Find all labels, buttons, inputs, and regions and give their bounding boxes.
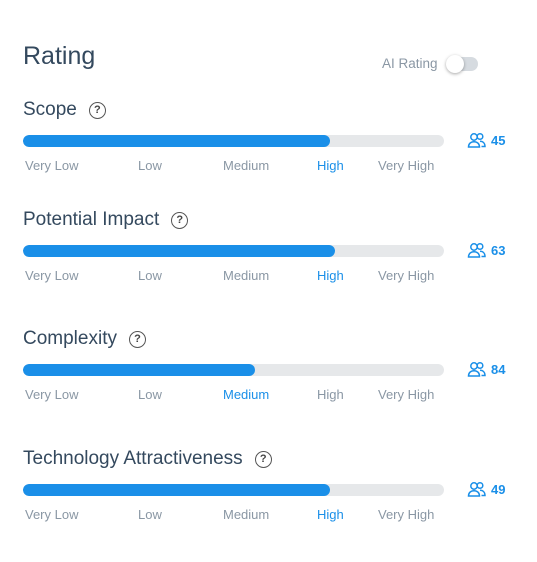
rating-bar-fill [23,364,255,376]
criterion-name: Scope [23,99,77,120]
scale-very-high[interactable]: Very High [378,268,435,283]
scale-very-low[interactable]: Very Low [25,268,79,283]
rating-bar-fill [23,484,331,496]
ai-rating-label: AI Rating [382,56,438,71]
criterion-scope: Scope ? 45 Very Low Low Medium High Very… [23,98,523,176]
criterion-name: Technology Attractiveness [23,448,243,469]
scale-low[interactable]: Low [138,268,162,283]
voter-count[interactable]: 49 [467,481,505,497]
voter-count-value: 84 [491,361,506,377]
toggle-knob [445,54,464,73]
rating-scale: Very Low Low Medium High Very High [23,387,523,405]
ai-rating-control: AI Rating [382,54,478,73]
scale-high[interactable]: High [317,507,344,522]
ai-rating-toggle[interactable] [445,54,478,73]
criterion-potential-impact: Potential Impact ? 63 Very Low Low Mediu… [23,208,523,286]
criterion-complexity: Complexity ? 84 Very Low Low Medium High… [23,327,523,405]
scale-very-low[interactable]: Very Low [25,387,79,402]
scale-very-low[interactable]: Very Low [25,158,79,173]
scale-medium[interactable]: Medium [223,387,270,402]
question-circle-icon[interactable]: ? [171,211,189,229]
voter-count[interactable]: 63 [467,242,505,258]
scale-low[interactable]: Low [138,387,162,402]
criterion-name: Potential Impact [23,209,160,230]
rating-bar-fill [23,245,335,257]
voter-count[interactable]: 45 [467,132,505,148]
scale-medium[interactable]: Medium [223,158,270,173]
panel-title: Rating [23,42,96,70]
scale-medium[interactable]: Medium [223,268,270,283]
scale-very-low[interactable]: Very Low [25,507,79,522]
rating-bar-fill [23,135,331,147]
scale-high[interactable]: High [317,387,344,402]
rating-bar[interactable] [23,135,444,147]
rating-bar[interactable] [23,364,444,376]
scale-high[interactable]: High [317,158,344,173]
scale-very-high[interactable]: Very High [378,387,435,402]
voter-count-value: 63 [491,242,506,258]
voter-count-value: 45 [491,132,506,148]
users-icon [467,481,486,497]
users-icon [467,132,486,148]
users-icon [467,242,486,258]
question-circle-icon[interactable]: ? [128,330,146,348]
question-circle-icon[interactable]: ? [88,101,106,119]
scale-low[interactable]: Low [138,158,162,173]
criterion-name: Complexity [23,328,117,349]
voter-count[interactable]: 84 [467,361,505,377]
rating-scale: Very Low Low Medium High Very High [23,507,523,525]
users-icon [467,361,486,377]
voter-count-value: 49 [491,481,506,497]
question-circle-icon[interactable]: ? [254,450,272,468]
scale-low[interactable]: Low [138,507,162,522]
rating-scale: Very Low Low Medium High Very High [23,268,523,286]
scale-high[interactable]: High [317,268,344,283]
criterion-technology-attractiveness: Technology Attractiveness ? 49 Very Low … [23,447,523,525]
scale-very-high[interactable]: Very High [378,507,435,522]
rating-scale: Very Low Low Medium High Very High [23,158,523,176]
rating-bar[interactable] [23,484,444,496]
scale-medium[interactable]: Medium [223,507,270,522]
rating-bar[interactable] [23,245,444,257]
scale-very-high[interactable]: Very High [378,158,435,173]
